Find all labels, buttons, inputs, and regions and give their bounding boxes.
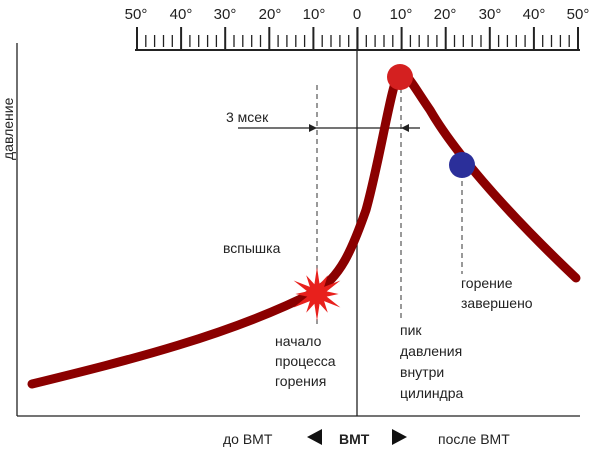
combustion-end-line-1: горение — [461, 275, 513, 291]
peak-pressure-label: пик давления внутри цилиндра — [400, 322, 464, 401]
arrow-left-icon — [307, 429, 322, 445]
degree-label-right-10: 10° — [390, 6, 413, 23]
peak-pressure-marker — [387, 64, 413, 90]
interval-arrow-head-right — [401, 124, 409, 132]
arrow-right-icon — [392, 429, 407, 445]
degree-label-right-30: 30° — [479, 6, 502, 23]
combustion-start-line-1: начало — [275, 333, 322, 349]
y-axis-label: давление — [0, 97, 16, 160]
combustion-end-marker — [449, 152, 475, 178]
tdc-label: ВМТ — [339, 431, 370, 447]
degree-label-left-20: 20° — [259, 6, 282, 23]
degree-label-left-50: 50° — [125, 6, 148, 23]
degree-label-right-40: 40° — [523, 6, 546, 23]
degree-label-left-10: 10° — [303, 6, 326, 23]
spark-icon — [293, 267, 341, 321]
direction-labels: до ВМТ ВМТ после ВМТ — [223, 429, 510, 447]
interval-label: 3 мсек — [226, 109, 269, 125]
peak-line-3: внутри — [400, 364, 444, 380]
after-tdc-label: после ВМТ — [438, 431, 510, 447]
peak-line-4: цилиндра — [400, 385, 464, 401]
peak-line-1: пик — [400, 322, 422, 338]
combustion-end-line-2: завершено — [461, 295, 533, 311]
interval-arrow-head-left — [309, 124, 317, 132]
degree-label-right-20: 20° — [434, 6, 457, 23]
degree-label-left-40: 40° — [170, 6, 193, 23]
ruler-ticks — [136, 27, 579, 50]
pressure-curve — [27, 68, 581, 389]
combustion-start-label: начало процесса горения — [275, 333, 336, 389]
before-tdc-label: до ВМТ — [223, 431, 273, 447]
combustion-end-label: горение завершено — [461, 275, 533, 311]
degree-labels: 50° 40° 30° 20° 10° 0 10° 20° 30° 40° 50… — [125, 6, 590, 23]
flash-label: вспышка — [223, 240, 281, 256]
degree-label-right-50: 50° — [567, 6, 590, 23]
degree-label-left-30: 30° — [214, 6, 237, 23]
combustion-start-line-3: горения — [275, 373, 326, 389]
combustion-start-line-2: процесса — [275, 353, 336, 369]
degree-label-zero: 0 — [353, 6, 361, 23]
interval-arrow: 3 мсек — [226, 109, 420, 132]
peak-line-2: давления — [400, 343, 462, 359]
